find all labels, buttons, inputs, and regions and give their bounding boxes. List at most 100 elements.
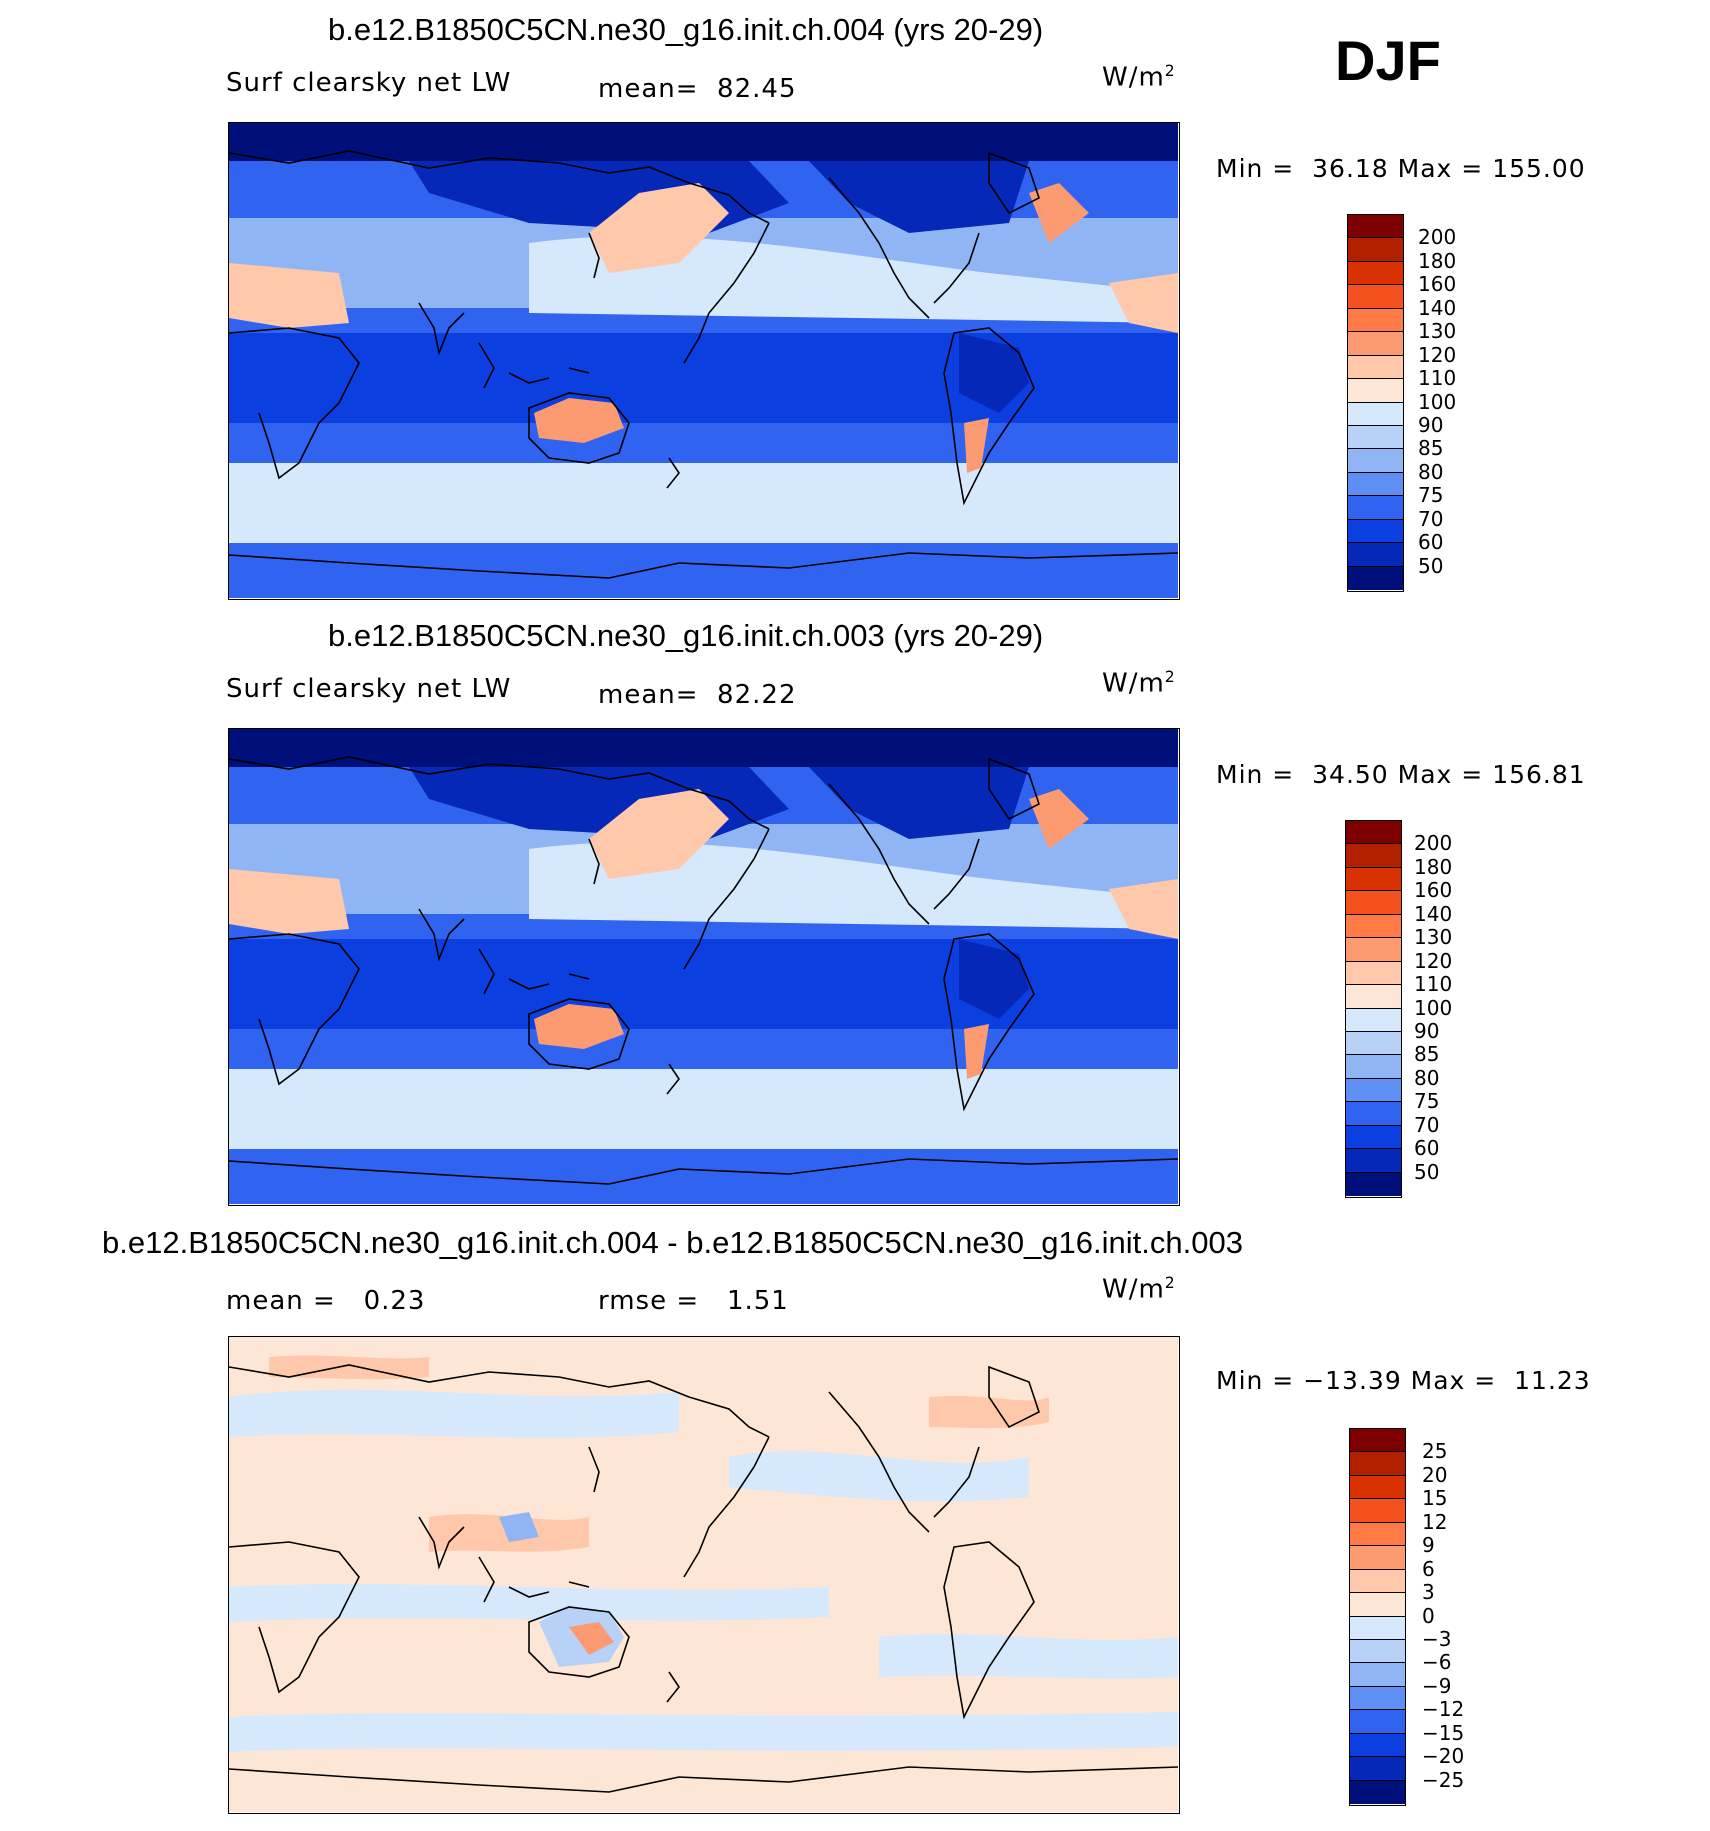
panel-3-colorbar [1349, 1428, 1406, 1806]
colorbar-label: −12 [1422, 1697, 1465, 1722]
panel-2-colorbar [1345, 820, 1402, 1198]
coastline [828, 783, 930, 925]
amazon-cold [959, 333, 1029, 413]
anomaly-region [879, 1634, 1178, 1679]
colorbar-label: 80 [1414, 1065, 1440, 1090]
anomaly-region [229, 1712, 1178, 1752]
coastline [666, 1063, 680, 1095]
colorbar-label: 90 [1414, 1018, 1440, 1043]
panel-3-units: W/m2 [1102, 1274, 1176, 1305]
colorbar-label: 75 [1418, 483, 1444, 508]
coastline [478, 948, 590, 995]
colorbar-box [1350, 1686, 1405, 1711]
colorbar-label: 100 [1418, 389, 1457, 414]
colorbar-label: 25 [1422, 1439, 1448, 1464]
coastline [418, 1516, 465, 1570]
colorbar-label: 3 [1422, 1580, 1435, 1605]
kuroshio-warm [589, 183, 729, 273]
colorbar-label: −20 [1422, 1744, 1465, 1769]
map-field [229, 123, 1178, 598]
colorbar-box [1350, 1475, 1405, 1500]
coastline [229, 1541, 360, 1694]
panel-2-minmax: Min = 34.50 Max = 156.81 [1216, 760, 1586, 789]
colorbar-box [1350, 1616, 1405, 1640]
colorbar-box [1346, 1055, 1401, 1079]
coastline [229, 1766, 1178, 1793]
coastline [933, 838, 980, 910]
colorbar-label: 200 [1418, 225, 1457, 250]
colorbar-box [1348, 285, 1403, 309]
north-pacific-light [529, 842, 1178, 929]
south-america-warm [964, 418, 989, 473]
panel-1-colorbar-labels: 200 180 160 140 130 120 110 100 90 85 80 75 70 60 50 [1418, 214, 1498, 592]
colorbar-box [1348, 308, 1403, 333]
colorbar-box [1348, 379, 1403, 403]
coastline [943, 327, 1035, 506]
panel-2-variable: Surf clearsky net LW [226, 674, 512, 704]
colorbar-box [1348, 332, 1403, 356]
gulf-stream-warm [1029, 789, 1089, 849]
panel-2-map [228, 728, 1180, 1206]
panel-1-units: W/m2 [1102, 62, 1176, 93]
colorbar-box [1346, 938, 1401, 962]
panel-1-colorbar [1347, 214, 1404, 592]
coastline [828, 1391, 930, 1533]
coastline [683, 1436, 770, 1578]
coastline [666, 457, 680, 489]
coastline [943, 933, 1035, 1112]
colorbar-label: 160 [1418, 272, 1457, 297]
colorbar-box [1348, 355, 1403, 380]
panel-1-variable: Surf clearsky net LW [226, 68, 512, 98]
colorbar-label: 60 [1414, 1136, 1440, 1161]
map-field [229, 729, 1178, 1204]
colorbar-box [1350, 1522, 1405, 1547]
colorbar-label: 90 [1418, 412, 1444, 437]
panel-2-mean: mean= 82.22 [598, 680, 797, 710]
colorbar-label: 180 [1418, 248, 1457, 273]
colorbar-box [1350, 1546, 1405, 1570]
colorbar-label: 80 [1418, 459, 1444, 484]
colorbar-box [1346, 961, 1401, 986]
panel-1-map [228, 122, 1180, 600]
tropical-band [229, 333, 1178, 423]
colorbar-label: 110 [1418, 366, 1457, 391]
colorbar-label: 130 [1414, 925, 1453, 950]
colorbar-label: 120 [1414, 948, 1453, 973]
colorbar-box [1346, 914, 1401, 939]
panel-1-mean: mean= 82.45 [598, 74, 797, 104]
season-label: DJF [1335, 29, 1441, 92]
colorbar-label: −25 [1422, 1767, 1465, 1792]
colorbar-label: 160 [1414, 878, 1453, 903]
amazon-cold [959, 939, 1029, 1019]
coastline [478, 1556, 590, 1603]
colorbar-label: 75 [1414, 1089, 1440, 1114]
north-pacific-light [529, 236, 1178, 323]
colorbar-label: 70 [1418, 506, 1444, 531]
colorbar-label: 85 [1418, 436, 1444, 461]
colorbar-box [1348, 543, 1403, 567]
arctic-band [229, 729, 1178, 767]
coastline [933, 232, 980, 304]
colorbar-label: −3 [1422, 1626, 1452, 1651]
coastline [528, 998, 630, 1070]
panel-3-rmse: rmse = 1.51 [598, 1286, 789, 1316]
panel-3-minmax: Min = −13.39 Max = 11.23 [1216, 1366, 1591, 1395]
coastline [528, 392, 630, 464]
tropical-band [229, 939, 1178, 1029]
colorbar-box [1350, 1663, 1405, 1687]
coastline [988, 1365, 1040, 1429]
colorbar-box [1348, 238, 1403, 262]
colorbar-label: 140 [1414, 901, 1453, 926]
colorbar-box [1346, 1149, 1401, 1173]
coastline [988, 757, 1040, 821]
colorbar-box [1348, 402, 1403, 426]
colorbar-box [1346, 867, 1401, 892]
colorbar-label: 0 [1422, 1603, 1435, 1628]
colorbar-box [1346, 1102, 1401, 1126]
south-tropic-band [229, 423, 1178, 463]
colorbar-box [1346, 821, 1401, 845]
anomaly-region [229, 1389, 679, 1438]
colorbar-label: 12 [1422, 1509, 1448, 1534]
colorbar-box [1350, 1429, 1405, 1453]
coastline [933, 1446, 980, 1518]
